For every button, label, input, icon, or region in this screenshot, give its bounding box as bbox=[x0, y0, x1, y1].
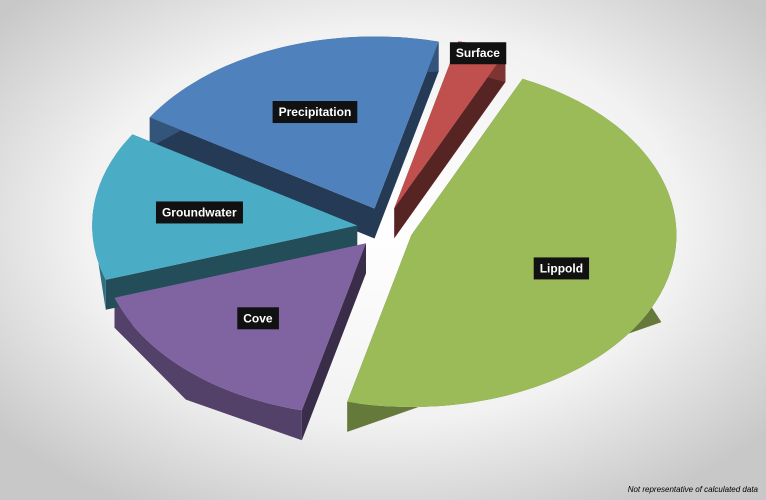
slice-edge bbox=[301, 243, 366, 441]
slice-side bbox=[114, 297, 302, 441]
footnote: Not representative of calculated data bbox=[628, 485, 759, 494]
label-box bbox=[272, 101, 358, 124]
label-box bbox=[237, 307, 279, 330]
slice-edge bbox=[394, 52, 506, 239]
slice-label: Groundwater bbox=[162, 205, 237, 219]
pie-slice bbox=[394, 41, 506, 209]
slice-label: Precipitation bbox=[279, 105, 352, 119]
label-box bbox=[155, 201, 243, 224]
slice-label: Cove bbox=[243, 311, 273, 325]
slice-edge bbox=[149, 117, 375, 239]
labels: Precipitation Surface Lippold Cove Groundwat… bbox=[155, 42, 590, 330]
slice-label: Lippold bbox=[540, 261, 583, 275]
label-box bbox=[533, 257, 590, 280]
slice-edge bbox=[374, 41, 439, 239]
pie-slice bbox=[347, 78, 677, 408]
label-box bbox=[449, 42, 507, 65]
slice-label: Surface bbox=[456, 46, 500, 60]
